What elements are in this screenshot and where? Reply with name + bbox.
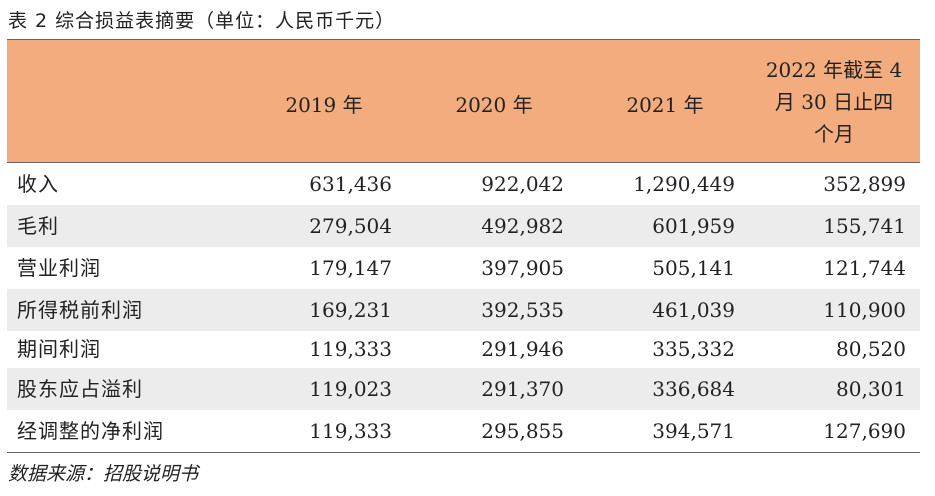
header-2022-line-2: 月 30 日止四 [774,90,894,114]
cell-2022: 110,900 [823,298,906,322]
table-row: 所得税前利润 169,231 392,535 461,039 110,900 [7,289,920,331]
cell-2020: 392,535 [481,298,564,322]
cell-2021: 1,290,449 [633,172,735,196]
header-2022-4m: 2022 年截至 4 月 30 日止四 个月 [749,54,919,150]
row-label: 所得税前利润 [17,298,143,322]
header-2020: 2020 年 [455,93,533,117]
cell-2022: 121,744 [823,256,906,280]
source-note: 数据来源：招股说明书 [8,463,199,485]
row-label: 股东应占溢利 [17,377,143,401]
cell-2019: 179,147 [309,256,392,280]
cell-2021: 505,141 [652,256,735,280]
income-statement-table: 2019 年 2020 年 2021 年 2022 年截至 4 月 30 日止四… [7,39,920,453]
row-label: 毛利 [17,214,59,238]
cell-2020: 291,370 [481,377,564,401]
row-label: 营业利润 [17,256,101,280]
cell-2021: 336,684 [652,377,735,401]
table-header: 2019 年 2020 年 2021 年 2022 年截至 4 月 30 日止四… [7,39,920,163]
header-2019: 2019 年 [285,93,363,117]
cell-2019: 119,333 [309,419,392,443]
header-2022-line-1: 2022 年截至 4 [765,58,903,82]
row-label: 经调整的净利润 [17,419,164,443]
table-row: 期间利润 119,333 291,946 335,332 80,520 [7,331,920,368]
table-row: 经调整的净利润 119,333 295,855 394,571 127,690 [7,410,920,452]
table-caption: 表 2 综合损益表摘要（单位：人民币千元） [8,10,396,32]
table-row: 毛利 279,504 492,982 601,959 155,741 [7,205,920,247]
table-row: 收入 631,436 922,042 1,290,449 352,899 [7,163,920,205]
cell-2022: 352,899 [823,172,906,196]
cell-2020: 397,905 [481,256,564,280]
cell-2021: 394,571 [652,419,735,443]
cell-2021: 601,959 [652,214,735,238]
cell-2019: 169,231 [309,298,392,322]
cell-2022: 80,520 [836,337,906,361]
cell-2019: 631,436 [309,172,392,196]
cell-2020: 922,042 [481,172,564,196]
table-row: 股东应占溢利 119,023 291,370 336,684 80,301 [7,368,920,410]
table-row: 营业利润 179,147 397,905 505,141 121,744 [7,247,920,289]
cell-2020: 492,982 [481,214,564,238]
header-2022-line-3: 个月 [814,122,854,146]
cell-2020: 291,946 [481,337,564,361]
cell-2021: 461,039 [652,298,735,322]
cell-2022: 127,690 [823,419,906,443]
header-2021: 2021 年 [626,93,704,117]
row-label: 期间利润 [17,337,101,361]
cell-2020: 295,855 [481,419,564,443]
table-bottom-rule [7,452,920,453]
cell-2019: 119,333 [309,337,392,361]
cell-2022: 80,301 [836,377,906,401]
cell-2022: 155,741 [823,214,906,238]
cell-2021: 335,332 [652,337,735,361]
row-label: 收入 [17,172,59,196]
cell-2019: 119,023 [309,377,392,401]
cell-2019: 279,504 [309,214,392,238]
